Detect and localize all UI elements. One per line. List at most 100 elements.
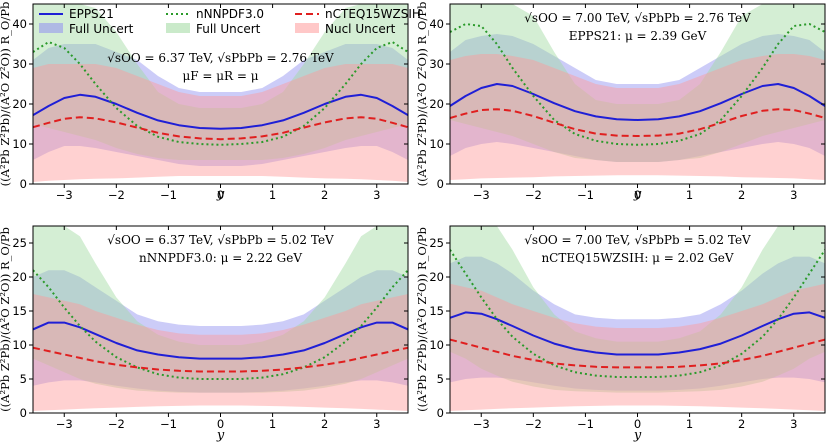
chart-panel-3: −3 −2 −1 0 1 2 3 0 5 10 15 20 25 y ((A²Pb Z²Pb)/(A²O Z…: [0, 225, 409, 443]
x-tick-label: 2: [738, 188, 745, 202]
x-tick-label: 3: [373, 417, 380, 431]
plot-area: [33, 4, 408, 182]
y-tick-label: 20: [12, 270, 27, 284]
y-tick-label: 25: [429, 236, 444, 250]
legend-label: Nucl Uncert: [325, 22, 396, 36]
band-nnnpdf3-0: [33, 226, 408, 393]
line-epps21: [450, 83, 825, 121]
chart-panel-4: −3 −2 −1 0 1 2 3 0 5 10 15 20 25 y ((A²Pb Z²Pb)/(A²O Z…: [415, 225, 826, 443]
y-tick-label: 20: [429, 97, 444, 111]
line-nnnpdf3-0: [450, 23, 825, 146]
x-tick-label: −1: [577, 417, 594, 431]
x-tick-label: 0: [217, 417, 224, 431]
band-ncteq15wzsih: [450, 283, 825, 411]
line-nnnpdf3-0: [33, 269, 408, 380]
x-tick-label: 2: [321, 417, 328, 431]
annotation-line: EPPS21: μ = 2.39 GeV: [569, 29, 707, 43]
y-axis-label: ((A²Pb Z²Pb)/(A²O Z²O)) R_O/Pb: [415, 227, 429, 412]
line-nnnpdf3-0: [450, 249, 825, 378]
y-tick-label: 10: [12, 338, 27, 352]
y-tick-label: 0: [437, 406, 444, 420]
line-nnnpdf3-0: [33, 41, 408, 146]
x-tick-label: −3: [56, 188, 73, 202]
x-tick-label: 3: [373, 188, 380, 202]
x-tick-label: −2: [108, 417, 125, 431]
x-tick-label: 0: [217, 188, 224, 202]
x-tick-label: 2: [738, 417, 745, 431]
x-tick-label: 1: [686, 188, 693, 202]
plot-area: [33, 226, 408, 411]
line-epps21: [33, 93, 408, 130]
annotation-line: √sOO = 6.37 TeV, √sPbPb = 2.76 TeV: [107, 51, 334, 65]
plot-area: [450, 226, 825, 411]
y-tick-label: 10: [12, 137, 27, 151]
legend-swatch: [295, 23, 319, 33]
x-axis-label: y: [216, 428, 225, 443]
x-tick-label: 3: [790, 188, 797, 202]
y-tick-label: 15: [429, 304, 444, 318]
y-tick-label: 0: [20, 406, 27, 420]
band-nnnpdf3-0: [450, 4, 825, 162]
x-tick-label: −1: [577, 188, 594, 202]
y-tick-label: 5: [437, 372, 444, 386]
band-ncteq15wzsih: [33, 64, 408, 182]
annotation-line: √sOO = 7.00 TeV, √sPbPb = 5.02 TeV: [524, 233, 751, 247]
y-tick-label: 20: [429, 270, 444, 284]
y-tick-label: 25: [12, 236, 27, 250]
x-tick-label: −3: [56, 417, 73, 431]
band-ncteq15wzsih: [33, 294, 408, 411]
y-tick-label: 20: [12, 97, 27, 111]
line-ncteq15wzsih: [33, 116, 408, 141]
y-tick-label: 0: [20, 177, 27, 191]
legend-label: EPPS21: [69, 7, 114, 21]
x-tick-label: 1: [269, 188, 276, 202]
y-tick-label: 30: [429, 57, 444, 71]
x-tick-label: −2: [525, 188, 542, 202]
y-axis-label: ((A²Pb Z²Pb)/(A²O Z²O)) R_O/Pb: [415, 2, 429, 187]
legend-label: Full Uncert: [69, 22, 134, 36]
line-ncteq15wzsih: [450, 338, 825, 369]
legend-label: Full Uncert: [196, 22, 261, 36]
x-axis-label: y: [633, 187, 642, 202]
y-tick-label: 10: [429, 137, 444, 151]
annotation-line: nCTEQ15WZSIH: μ = 2.02 GeV: [541, 251, 733, 265]
line-epps21: [33, 321, 408, 360]
x-tick-label: 1: [269, 417, 276, 431]
x-axis-label: y: [633, 428, 642, 443]
legend-label: nCTEQ15WZSIH: [325, 7, 421, 21]
y-axis-label: ((A²Pb Z²Pb)/(A²O Z²O)) R_O/Pb: [0, 227, 12, 412]
plot-area: [450, 4, 825, 180]
band-nnnpdf3-0: [450, 226, 825, 393]
y-tick-label: 40: [12, 17, 27, 31]
y-axis-label: ((A²Pb Z²Pb)/(A²O Z²O)) R_O/Pb: [0, 2, 12, 187]
band-epps21: [33, 44, 408, 166]
annotation-line: √sOO = 7.00 TeV, √sPbPb = 2.76 TeV: [524, 11, 751, 25]
x-tick-label: −2: [108, 188, 125, 202]
band-ncteq15wzsih: [450, 54, 825, 180]
legend-swatch: [39, 23, 63, 33]
x-tick-label: 0: [634, 417, 641, 431]
x-tick-label: −3: [473, 417, 490, 431]
annotation-line: √sOO = 6.37 TeV, √sPbPb = 5.02 TeV: [107, 233, 334, 247]
annotation-line: nNNPDF3.0: μ = 2.22 GeV: [139, 251, 302, 265]
y-tick-label: 10: [429, 338, 444, 352]
x-tick-label: 1: [686, 417, 693, 431]
band-nnnpdf3-0: [33, 4, 408, 160]
annotation-line: μF = μR = μ: [182, 69, 258, 83]
x-axis-label: y: [216, 187, 225, 202]
y-tick-label: 15: [12, 304, 27, 318]
x-tick-label: −1: [160, 417, 177, 431]
line-ncteq15wzsih: [450, 108, 825, 137]
x-tick-label: 3: [790, 417, 797, 431]
x-tick-label: −2: [525, 417, 542, 431]
x-tick-label: −1: [160, 188, 177, 202]
y-tick-label: 0: [437, 177, 444, 191]
line-epps21: [450, 311, 825, 356]
band-epps21: [450, 34, 825, 162]
y-tick-label: 40: [429, 17, 444, 31]
legend-label: nNNPDF3.0: [196, 7, 264, 21]
